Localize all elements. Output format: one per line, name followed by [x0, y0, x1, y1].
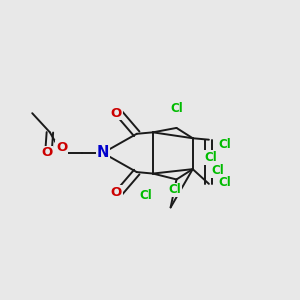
Text: Cl: Cl	[219, 138, 232, 151]
Text: Cl: Cl	[139, 189, 152, 202]
Text: Cl: Cl	[219, 176, 232, 189]
Text: O: O	[41, 146, 52, 159]
Text: O: O	[110, 186, 122, 199]
Text: Cl: Cl	[204, 151, 217, 164]
Text: Cl: Cl	[211, 164, 224, 177]
Text: Cl: Cl	[169, 183, 182, 196]
Text: O: O	[56, 141, 67, 154]
Text: O: O	[110, 107, 122, 120]
Text: N: N	[97, 146, 109, 160]
Text: Cl: Cl	[170, 102, 183, 115]
